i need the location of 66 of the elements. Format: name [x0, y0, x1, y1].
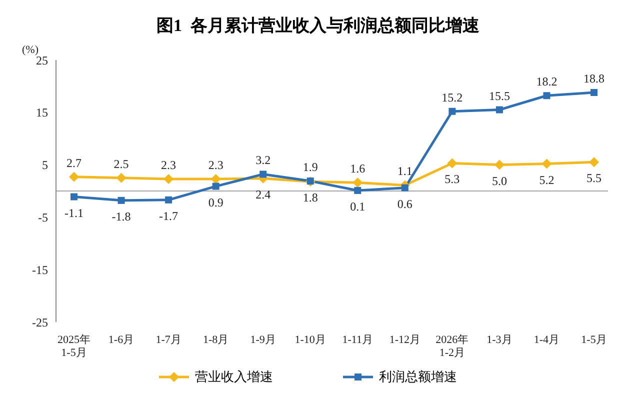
x-tick-label: 1-12月: [389, 334, 420, 346]
data-label: 5.2: [539, 172, 554, 187]
data-label: -1.7: [159, 208, 178, 223]
y-tick-label: -25: [32, 315, 48, 330]
data-label: 5.0: [492, 174, 507, 188]
data-label: 15.2: [442, 90, 463, 104]
point: [590, 88, 598, 96]
y-axis-title: (%): [22, 44, 38, 56]
x-tick-label: 2025年 1-5月: [58, 334, 90, 359]
x-tick-label: 1-3月: [486, 334, 512, 346]
data-label: 18.2: [536, 74, 558, 89]
data-label: 1.6: [350, 162, 366, 176]
point: [116, 172, 126, 183]
data-label: 0.6: [397, 196, 412, 211]
data-label: 0.9: [208, 195, 224, 210]
point: [496, 106, 503, 114]
point: [354, 186, 362, 194]
data-label: 2.3: [161, 158, 176, 172]
point: [210, 174, 221, 184]
point: [70, 193, 78, 200]
point: [448, 108, 456, 115]
data-label: 5.5: [586, 171, 602, 186]
data-label: 1.1: [397, 164, 412, 178]
y-tick-label: 5: [42, 158, 48, 172]
point: [589, 157, 599, 168]
legend-label: 营业收入增速: [194, 368, 273, 386]
data-label: 15.5: [488, 88, 510, 103]
point: [212, 182, 220, 190]
point: [494, 160, 504, 170]
point: [69, 172, 79, 182]
x-tick-label: 2026年 1-2月: [436, 334, 469, 359]
x-tick-label: 1-11月: [342, 334, 374, 346]
point: [543, 92, 550, 100]
data-label: 3.2: [256, 153, 271, 168]
x-tick-label: 1-5月: [581, 334, 607, 346]
x-tick-label: 1-10月: [294, 334, 326, 346]
data-label: 2.7: [66, 156, 82, 170]
y-tick-label: 15: [36, 106, 48, 120]
data-label: 2.3: [208, 158, 224, 172]
data-label: 1.9: [302, 160, 318, 174]
x-tick-label: 1-4月: [534, 334, 560, 346]
data-label: 18.8: [584, 71, 604, 86]
point: [165, 196, 172, 204]
legend-label: 利润总额增速: [378, 368, 457, 386]
data-label: 2.4: [256, 187, 271, 202]
data-label: 5.3: [444, 172, 460, 186]
x-tick-label: 1-9月: [250, 334, 276, 346]
point: [401, 184, 408, 192]
data-label: 2.5: [114, 156, 129, 171]
y-tick-label: -5: [38, 210, 48, 224]
data-label: -1.1: [64, 206, 84, 220]
point: [352, 178, 363, 188]
y-tick-label: 25: [36, 53, 48, 68]
point: [447, 158, 458, 168]
data-label: 1.8: [302, 190, 318, 205]
point: [260, 170, 267, 178]
data-label: -1.8: [112, 209, 131, 224]
point: [164, 174, 174, 184]
data-label: 0.1: [350, 199, 366, 214]
chart-title: 图1 各月累计营业收入与利润总额同比增速: [156, 15, 480, 37]
y-tick-label: -15: [32, 262, 48, 277]
point: [118, 196, 125, 204]
x-tick-label: 1-6月: [108, 334, 134, 346]
point: [542, 158, 552, 169]
x-tick-label: 1-7月: [156, 334, 182, 346]
x-tick-label: 1-8月: [202, 334, 229, 346]
